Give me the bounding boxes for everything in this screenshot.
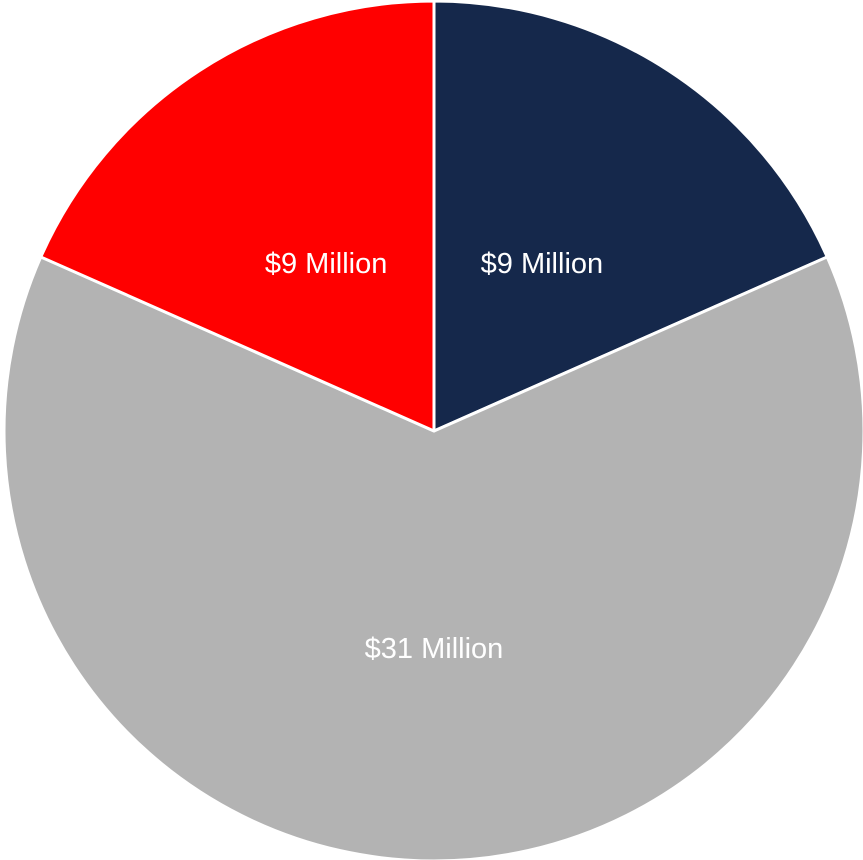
- pie-slice-2: [39, 0, 436, 433]
- pie-slice-0: [432, 0, 829, 433]
- pie-slice-label-0: $9 Million: [481, 248, 604, 280]
- pie-slice-label-2: $9 Million: [265, 248, 388, 280]
- pie-slice-label-1: $31 Million: [365, 633, 504, 665]
- labels-layer: $9 Million $31 Million $9 Million: [265, 248, 603, 665]
- pie-slice-1: [2, 255, 863, 860]
